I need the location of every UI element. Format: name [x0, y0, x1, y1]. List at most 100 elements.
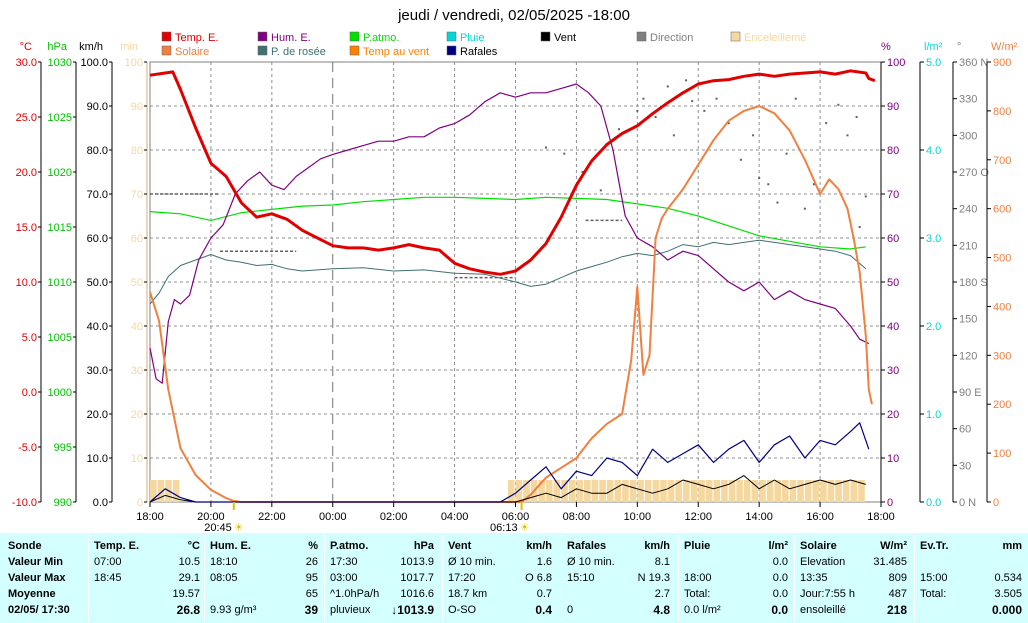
table-cell-value: 0.0 — [771, 603, 788, 617]
left-axis-tick-label: 70 — [131, 189, 143, 201]
legend-swatch — [257, 31, 268, 42]
table-row-label: Moyenne — [8, 588, 56, 600]
table-cell-label: 07:00 — [94, 556, 122, 568]
sunshine-bar — [690, 480, 698, 502]
legend-label: P. de rosée — [271, 46, 326, 58]
direction-point — [666, 85, 669, 88]
sunshine-bar — [599, 480, 606, 502]
table-cell-label: Ø 10 min. — [567, 556, 615, 568]
table-cell-value: 0.534 — [994, 572, 1022, 584]
legend-label: Rafales — [460, 46, 498, 58]
left-axis-tick-label: 10.0 — [87, 453, 108, 465]
sunshine-bar — [850, 480, 858, 502]
sunshine-bar — [538, 480, 545, 502]
table-separator — [678, 535, 679, 621]
table-header: Temp. E. — [94, 540, 140, 552]
right-axis-tick-label: 4.0 — [926, 145, 941, 157]
left-axis-tick-label: 80 — [131, 145, 143, 157]
sunshine-bar — [660, 480, 667, 502]
x-tick-label: 18:00 — [136, 511, 164, 523]
table-header: Pluie — [684, 540, 711, 552]
left-axis-tick-label: 50.0 — [87, 277, 108, 289]
direction-point — [618, 128, 621, 131]
direction-point — [563, 152, 566, 155]
table-cell-value: 10.5 — [178, 556, 200, 568]
table-separator — [324, 535, 325, 621]
legend-swatch — [446, 31, 457, 42]
left-axis-unit: min — [120, 41, 138, 53]
direction-point — [642, 97, 645, 100]
direction-point — [752, 134, 755, 137]
right-axis-tick-label: 240 — [959, 204, 977, 216]
right-axis-tick-label: 400 — [993, 301, 1011, 313]
legend-label: Hum. E. — [271, 32, 311, 44]
sunshine-bar — [721, 480, 728, 502]
x-tick-label: 12:00 — [684, 511, 712, 523]
left-axis-tick-label: 0.0 — [93, 497, 108, 509]
right-axis-tick-label: 300 — [959, 130, 977, 142]
series-solaireline — [149, 105, 873, 503]
left-axis-unit: °C — [20, 41, 32, 53]
table-cell-value: 809 — [888, 572, 907, 584]
table-cell-value: 26.8 — [176, 603, 200, 617]
table-cell-value: 218 — [886, 603, 907, 617]
table-cell-label: Jour:7:55 h — [800, 588, 856, 600]
right-axis-tick-label: 200 — [993, 399, 1011, 411]
right-axis-tick-label: 5.0 — [926, 57, 941, 69]
legend-label: Pluie — [460, 32, 484, 44]
direction-point — [739, 158, 742, 161]
left-axis-tick-label: -5.0 — [18, 442, 37, 454]
right-axis-unit: l/m² — [924, 41, 943, 53]
sunshine-bar — [797, 480, 804, 502]
table-separator — [914, 535, 915, 621]
x-tick-label: 16:00 — [806, 511, 834, 523]
direction-point — [758, 177, 761, 180]
x-tick-label: 04:00 — [441, 511, 469, 523]
sunshine-bar — [561, 480, 568, 502]
table-cell-label: 17:30 — [330, 556, 358, 568]
series-p-de-ros-eline — [149, 239, 867, 305]
table-cell-label: 18:00 — [684, 572, 712, 584]
direction-point — [727, 122, 730, 125]
direction-point — [855, 116, 858, 118]
table-separator — [204, 535, 205, 621]
table-cell-label: 13:35 — [800, 572, 828, 584]
sunshine-bar — [774, 480, 782, 502]
table-cell-value: 65 — [305, 588, 318, 600]
table-cell-value: 0.7 — [536, 588, 552, 600]
table-cell-value: 0.0 — [772, 556, 788, 568]
direction-point — [858, 226, 861, 228]
left-axis-tick-label: 60 — [131, 233, 143, 245]
legend-swatch — [349, 31, 360, 42]
left-axis-tick-label: 25.0 — [16, 112, 37, 124]
table-cell-value: N 19.3 — [637, 572, 670, 584]
right-axis-tick-label: 90 — [887, 101, 899, 113]
direction-point — [654, 116, 657, 118]
table-cell-label: 08:05 — [210, 572, 238, 584]
sunshine-bar — [622, 480, 629, 502]
legend-swatch — [257, 45, 268, 56]
right-axis-tick-label: 70 — [887, 189, 899, 201]
sunshine-bar — [858, 480, 865, 502]
left-axis-tick-label: 10.0 — [16, 277, 37, 289]
table-header: Vent — [448, 540, 472, 552]
sunshine-bar — [553, 480, 561, 502]
right-axis-unit: ° — [957, 41, 961, 53]
x-tick-label: 02:00 — [380, 511, 408, 523]
sunshine-bar — [172, 480, 180, 502]
sunshine-bar — [157, 480, 165, 502]
table-unit: % — [308, 540, 318, 552]
table-cell-value: 0.0 — [772, 588, 788, 600]
x-tick-label: 10:00 — [624, 511, 652, 523]
right-axis-tick-label: 10 — [887, 453, 899, 465]
x-tick-label: 00:00 — [319, 511, 347, 523]
right-axis-tick-label: 100 — [993, 448, 1011, 460]
left-axis-tick-label: 10 — [131, 453, 143, 465]
legend-swatch — [730, 31, 741, 42]
left-axis-tick-label: 0.0 — [22, 387, 37, 399]
x-tick-label: 18:00 — [867, 511, 895, 523]
direction-point — [825, 122, 828, 125]
legend-label: Direction — [650, 32, 693, 44]
left-axis-tick-label: 100.0 — [80, 57, 108, 69]
left-axis-tick-label: 50 — [131, 277, 143, 289]
